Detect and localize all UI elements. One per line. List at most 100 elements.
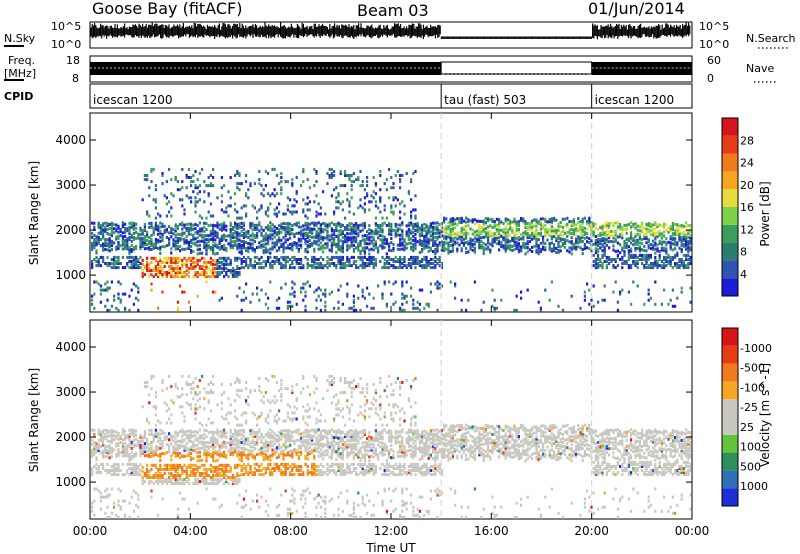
power-cell (645, 249, 648, 253)
power-cell (682, 243, 685, 246)
power-cell (245, 264, 248, 268)
power-cell (533, 218, 536, 222)
velocity-cell (174, 469, 177, 473)
power-cell (451, 217, 454, 221)
velocity-cell (150, 374, 153, 378)
velocity-cell (128, 453, 131, 457)
power-cell (286, 244, 289, 248)
velocity-cell (152, 474, 155, 477)
power-cell (95, 239, 98, 243)
velocity-cell (139, 445, 142, 449)
power-cell (634, 260, 637, 263)
power-cell (392, 266, 395, 270)
power-cell (150, 273, 153, 277)
power-cell (685, 237, 688, 241)
power-cell (550, 235, 553, 239)
power-cell (506, 232, 509, 236)
power-cell (333, 188, 336, 192)
power-cell (361, 248, 364, 252)
velocity-cell (148, 432, 151, 436)
power-cell (678, 228, 681, 232)
power-cell (341, 236, 344, 239)
power-cell (205, 271, 208, 274)
power-cell (91, 264, 94, 268)
power-cell (544, 246, 547, 250)
power-cell (370, 262, 373, 265)
power-cell (264, 210, 267, 214)
velocity-cell (102, 455, 105, 459)
power-cell (115, 306, 118, 310)
power-cell (641, 262, 644, 265)
nave-label: Nave (746, 62, 774, 75)
power-cell (506, 228, 509, 232)
power-cell (150, 282, 153, 286)
power-cell (385, 242, 388, 246)
nsearch-tick-bottom: 10^0 (699, 38, 729, 51)
velocity-cell (157, 474, 160, 477)
power-cell (685, 266, 688, 270)
power-cell (561, 234, 564, 237)
power-cell (663, 258, 666, 261)
power-cell (322, 228, 325, 232)
power-cell (623, 262, 626, 265)
power-cell (473, 222, 476, 226)
power-cell (231, 275, 234, 279)
power-cell (245, 262, 248, 265)
power-cell (522, 237, 525, 241)
power-cell (513, 248, 516, 252)
power-cell (249, 242, 252, 246)
power-cell (403, 244, 406, 248)
power-cell (610, 229, 613, 233)
power-cell (214, 252, 217, 256)
power-cell (399, 186, 402, 190)
velocity-cell (150, 489, 153, 493)
power-cell (599, 260, 602, 263)
power-cell (513, 219, 516, 223)
power-cell (293, 235, 296, 238)
power-cell (436, 227, 439, 231)
power-cell (183, 247, 186, 251)
velocity-cell (132, 428, 135, 432)
power-cell (643, 249, 646, 253)
power-cell (374, 204, 377, 208)
power-cell (403, 294, 406, 298)
power-cell (421, 288, 424, 292)
power-cell (154, 221, 157, 225)
power-cell (300, 239, 303, 243)
power-cell (91, 294, 94, 298)
velocity-cell (143, 381, 146, 384)
power-cell (623, 250, 626, 254)
power-cell (586, 219, 589, 223)
velocity-cell (124, 433, 127, 437)
power-cell (170, 265, 173, 268)
power-cell (381, 266, 384, 270)
power-cell (401, 296, 404, 300)
power-cell (641, 227, 644, 231)
power-cell (253, 228, 256, 231)
power-cell (680, 260, 683, 263)
velocity-cell (146, 476, 149, 479)
power-cell (348, 264, 351, 268)
power-cell (242, 255, 245, 259)
power-cell (544, 234, 547, 237)
velocity-cell (110, 434, 113, 438)
power-cell (454, 226, 457, 230)
power-cell (187, 176, 190, 179)
power-cell (487, 219, 490, 223)
power-cell (179, 275, 182, 279)
power-cell (267, 240, 270, 244)
power-cell (572, 222, 575, 226)
power-cell (581, 225, 584, 229)
power-cell (187, 232, 190, 236)
power-cell (225, 256, 228, 260)
power-cell (608, 222, 611, 225)
velocity-cell (124, 452, 127, 455)
power-cell (150, 223, 153, 227)
power-cell (665, 258, 668, 261)
power-cell (146, 262, 149, 266)
power-cell (449, 240, 452, 243)
power-cell (324, 228, 327, 232)
power-cell (196, 230, 199, 234)
power-cell (394, 300, 397, 304)
power-cell (295, 262, 298, 265)
